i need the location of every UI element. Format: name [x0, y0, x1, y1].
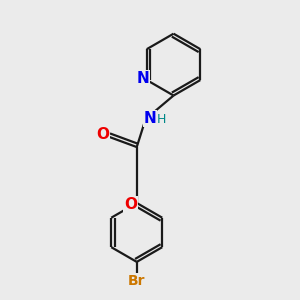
- Text: H: H: [157, 113, 167, 126]
- Text: N: N: [137, 71, 150, 86]
- Text: O: O: [96, 127, 109, 142]
- Text: N: N: [144, 111, 156, 126]
- Text: O: O: [124, 197, 137, 212]
- Text: Br: Br: [128, 274, 146, 288]
